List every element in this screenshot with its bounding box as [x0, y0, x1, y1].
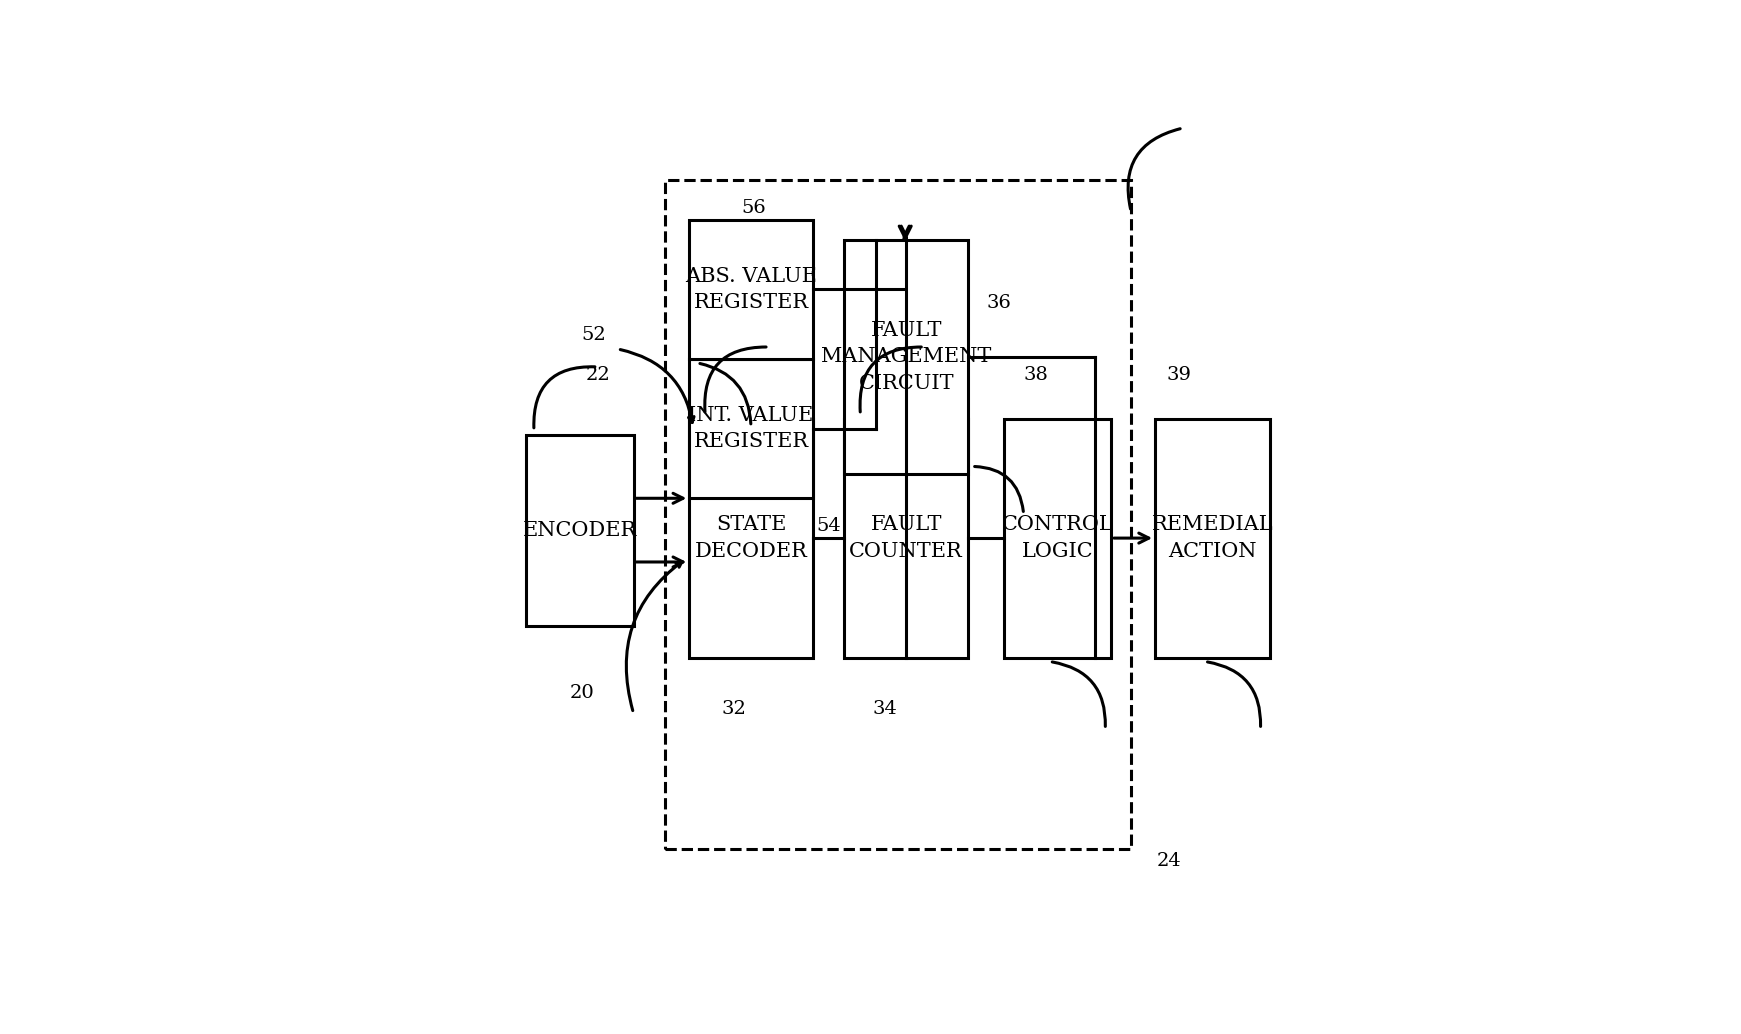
Bar: [1005, 419, 1111, 658]
Text: 54: 54: [817, 517, 841, 536]
Text: 39: 39: [1166, 366, 1193, 384]
Text: 20: 20: [569, 685, 595, 702]
Text: INT. VALUE
REGISTER: INT. VALUE REGISTER: [688, 406, 813, 452]
Bar: [689, 359, 813, 498]
Text: ABS. VALUE
REGISTER: ABS. VALUE REGISTER: [684, 267, 817, 312]
Text: 36: 36: [985, 295, 1012, 312]
Bar: [689, 419, 813, 658]
Bar: [844, 240, 968, 475]
Text: 56: 56: [742, 199, 766, 217]
Bar: [1154, 419, 1271, 658]
Text: ENCODER: ENCODER: [522, 521, 637, 540]
Text: CONTROL
LOGIC: CONTROL LOGIC: [1001, 515, 1112, 560]
Text: 52: 52: [581, 326, 606, 344]
Bar: [526, 434, 634, 626]
Text: REMEDIAL
ACTION: REMEDIAL ACTION: [1153, 515, 1273, 560]
Text: 32: 32: [721, 700, 745, 719]
Bar: [844, 419, 968, 658]
Text: FAULT
COUNTER: FAULT COUNTER: [850, 515, 963, 560]
Text: 22: 22: [585, 366, 611, 384]
Text: FAULT
MANAGEMENT
CIRCUIT: FAULT MANAGEMENT CIRCUIT: [822, 321, 991, 393]
Bar: [665, 180, 1132, 849]
Text: STATE
DECODER: STATE DECODER: [695, 515, 808, 560]
Text: 24: 24: [1156, 852, 1182, 870]
Bar: [689, 219, 813, 359]
Text: 34: 34: [872, 700, 897, 719]
Text: 38: 38: [1024, 366, 1048, 384]
